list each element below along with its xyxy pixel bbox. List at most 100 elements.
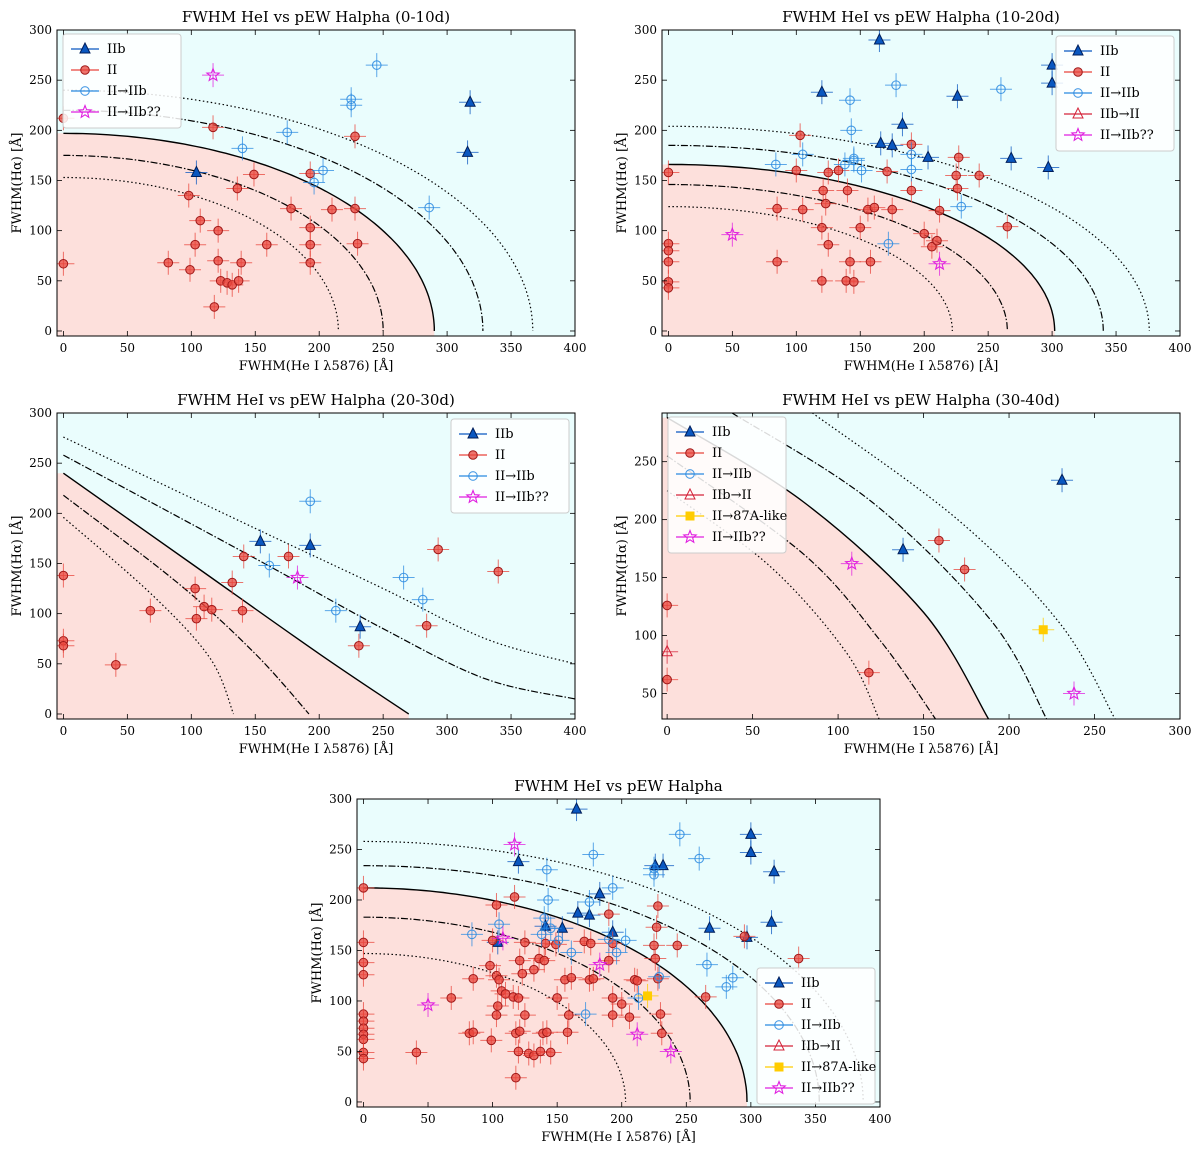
point-ii-0 bbox=[358, 883, 369, 893]
y-tick-label: 300 bbox=[29, 406, 52, 420]
point-ii-25 bbox=[350, 131, 360, 142]
point-ii-19 bbox=[286, 203, 296, 214]
point-ii-12 bbox=[446, 993, 457, 1003]
dotted-boundary-1 bbox=[812, 413, 1116, 719]
y-tick-label: 200 bbox=[634, 123, 657, 137]
y-tick-label: 300 bbox=[634, 23, 657, 37]
y-tick-label: 300 bbox=[29, 23, 52, 37]
legend-label-ii: II bbox=[712, 446, 722, 461]
point-ii-iibq-5 bbox=[663, 1043, 679, 1058]
x-tick-label: 150 bbox=[244, 341, 267, 355]
point-ii-3 bbox=[663, 256, 674, 267]
y-axis-label: FWHM(Hα) [Å] bbox=[9, 516, 25, 617]
x-tick-label: 350 bbox=[500, 341, 523, 355]
legend-box bbox=[1055, 35, 1175, 152]
point-ii-28 bbox=[511, 1072, 521, 1083]
legend-label-iib: IIb bbox=[712, 425, 731, 440]
y-tick-label: 150 bbox=[634, 173, 657, 187]
y-tick-label: 250 bbox=[29, 456, 52, 470]
chart-title: FWHM HeI vs pEW Halpha (20-30d) bbox=[177, 391, 455, 409]
y-tick-label: 0 bbox=[44, 707, 52, 721]
point-ii-iib-24 bbox=[727, 972, 738, 983]
panel-0-10d: 0 50 100 150 200 250 300 350 400 0 50 100 150 200 250 3… bbox=[9, 8, 586, 374]
point-iib-4 bbox=[570, 801, 583, 814]
point-ii-iib-7 bbox=[424, 202, 435, 213]
point-ii-iib-10 bbox=[584, 897, 595, 907]
y-tick-label: 100 bbox=[634, 629, 657, 643]
point-ii-36 bbox=[520, 937, 530, 948]
legend-marker-ii bbox=[80, 65, 90, 75]
point-ii-24 bbox=[327, 204, 337, 215]
y-tick-label: 50 bbox=[642, 274, 657, 288]
x-tick-label: 400 bbox=[564, 724, 587, 738]
x-tick-label: 300 bbox=[436, 724, 459, 738]
point-ii-iib-0 bbox=[770, 159, 781, 170]
x-tick-label: 300 bbox=[1169, 724, 1192, 738]
x-tick-label: 400 bbox=[869, 1112, 892, 1126]
x-tick-label: 50 bbox=[725, 341, 740, 355]
point-ii-iib-1 bbox=[494, 919, 504, 930]
point-ii-iibq-1 bbox=[495, 930, 511, 945]
point-ii-iib-4 bbox=[541, 864, 552, 875]
point-ii-iib-3 bbox=[539, 913, 550, 924]
point-iib-5 bbox=[572, 905, 584, 918]
legend-box bbox=[62, 33, 182, 129]
x-tick-label: 100 bbox=[785, 341, 808, 355]
point-ii-3 bbox=[358, 969, 369, 980]
dashed-boundary-1 bbox=[63, 109, 484, 332]
y-axis-label: FWHM(Hα) [Å] bbox=[614, 133, 630, 234]
point-iib-4 bbox=[896, 117, 909, 129]
point-ii-20 bbox=[845, 256, 855, 267]
x-tick-label: 100 bbox=[481, 1112, 504, 1126]
point-iib-1 bbox=[304, 538, 317, 550]
point-ii-68 bbox=[651, 922, 662, 933]
legend-label-iib-ii: IIb→II bbox=[801, 1039, 841, 1054]
point-ii-iib-13 bbox=[607, 883, 618, 893]
solid-boundary bbox=[363, 887, 748, 1103]
point-ii-1 bbox=[58, 258, 69, 269]
point-ii-18 bbox=[261, 239, 272, 250]
x-tick-label: 400 bbox=[1169, 341, 1192, 355]
y-tick-label: 300 bbox=[329, 792, 352, 806]
point-iib-6 bbox=[583, 908, 596, 920]
point-ii-8 bbox=[206, 604, 217, 615]
y-tick-label: 150 bbox=[634, 571, 657, 585]
point-ii-iib-23 bbox=[721, 981, 732, 992]
point-ii-26 bbox=[350, 203, 360, 214]
point-ii-4 bbox=[190, 239, 200, 250]
point-ii-iib-13 bbox=[996, 84, 1006, 95]
legend-label-ii: II bbox=[801, 997, 811, 1012]
point-ii-6 bbox=[191, 613, 202, 624]
panel-10-20d: 0 50 100 150 200 250 300 350 400 0 50 100 150 200 250 3… bbox=[614, 8, 1191, 374]
point-ii-56 bbox=[588, 973, 599, 984]
legend-marker-ii-iib bbox=[685, 469, 695, 479]
point-ii-74 bbox=[700, 992, 711, 1002]
point-ii-14 bbox=[468, 1027, 479, 1038]
legend-marker-ii-iibq bbox=[771, 1079, 787, 1095]
dotted-boundary-1 bbox=[363, 840, 864, 1103]
dotted-boundary-0 bbox=[668, 206, 953, 331]
point-ii-iibq-2 bbox=[506, 836, 523, 851]
point-ii-16 bbox=[493, 566, 504, 577]
point-ii-16 bbox=[823, 167, 834, 178]
point-ii-8 bbox=[209, 302, 220, 312]
legend-marker-ii bbox=[468, 450, 478, 460]
point-iib-0 bbox=[254, 534, 267, 546]
x-tick-label: 250 bbox=[977, 341, 1000, 355]
point-ii-7 bbox=[772, 203, 782, 214]
dashed-boundary-0 bbox=[668, 183, 1008, 331]
legend-label-ii-iib: II→IIb bbox=[107, 84, 147, 99]
point-ii-35 bbox=[952, 183, 963, 194]
y-tick-label: 250 bbox=[29, 73, 52, 87]
point-ii-iib-7 bbox=[553, 935, 564, 946]
point-ii-35 bbox=[520, 1010, 530, 1020]
region-red-fill bbox=[357, 887, 747, 1107]
point-ii-27 bbox=[509, 892, 520, 902]
point-ii-17 bbox=[249, 169, 259, 180]
point-ii-38 bbox=[1002, 221, 1013, 232]
plot-area bbox=[57, 436, 575, 719]
point-ii-iib-12 bbox=[603, 934, 614, 945]
point-iib-9 bbox=[1046, 76, 1058, 88]
x-tick-label: 350 bbox=[1105, 341, 1128, 355]
